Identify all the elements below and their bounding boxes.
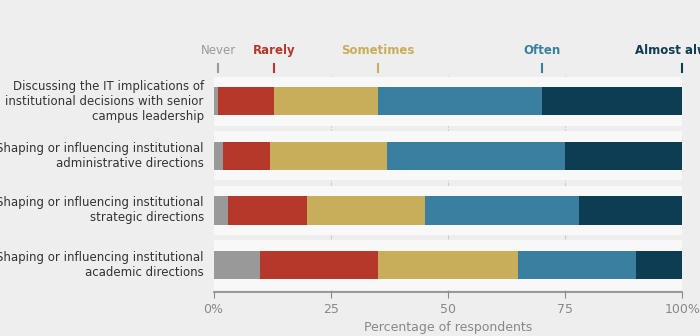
Bar <box>228 196 307 225</box>
Text: Often: Often <box>523 44 561 57</box>
Bar <box>214 241 682 290</box>
Text: Rarely: Rarely <box>253 44 296 57</box>
Bar <box>214 251 260 279</box>
Bar <box>260 251 378 279</box>
Bar <box>214 196 228 225</box>
Bar <box>270 142 387 170</box>
Bar <box>565 142 682 170</box>
Bar <box>223 142 270 170</box>
Bar <box>424 196 580 225</box>
Bar <box>542 87 682 116</box>
Text: Sometimes: Sometimes <box>341 44 414 57</box>
Bar <box>214 142 223 170</box>
Bar <box>214 77 682 126</box>
Bar <box>214 131 682 180</box>
Bar <box>636 251 682 279</box>
Text: Never: Never <box>201 44 236 57</box>
Bar <box>378 87 542 116</box>
Bar <box>214 87 218 116</box>
Bar <box>274 87 377 116</box>
Bar <box>378 251 518 279</box>
Bar <box>218 87 274 116</box>
Text: Almost always: Almost always <box>635 44 700 57</box>
X-axis label: Percentage of respondents: Percentage of respondents <box>364 321 532 334</box>
Bar <box>387 142 565 170</box>
Bar <box>307 196 424 225</box>
Bar <box>580 196 682 225</box>
Bar <box>214 186 682 235</box>
Bar <box>518 251 636 279</box>
